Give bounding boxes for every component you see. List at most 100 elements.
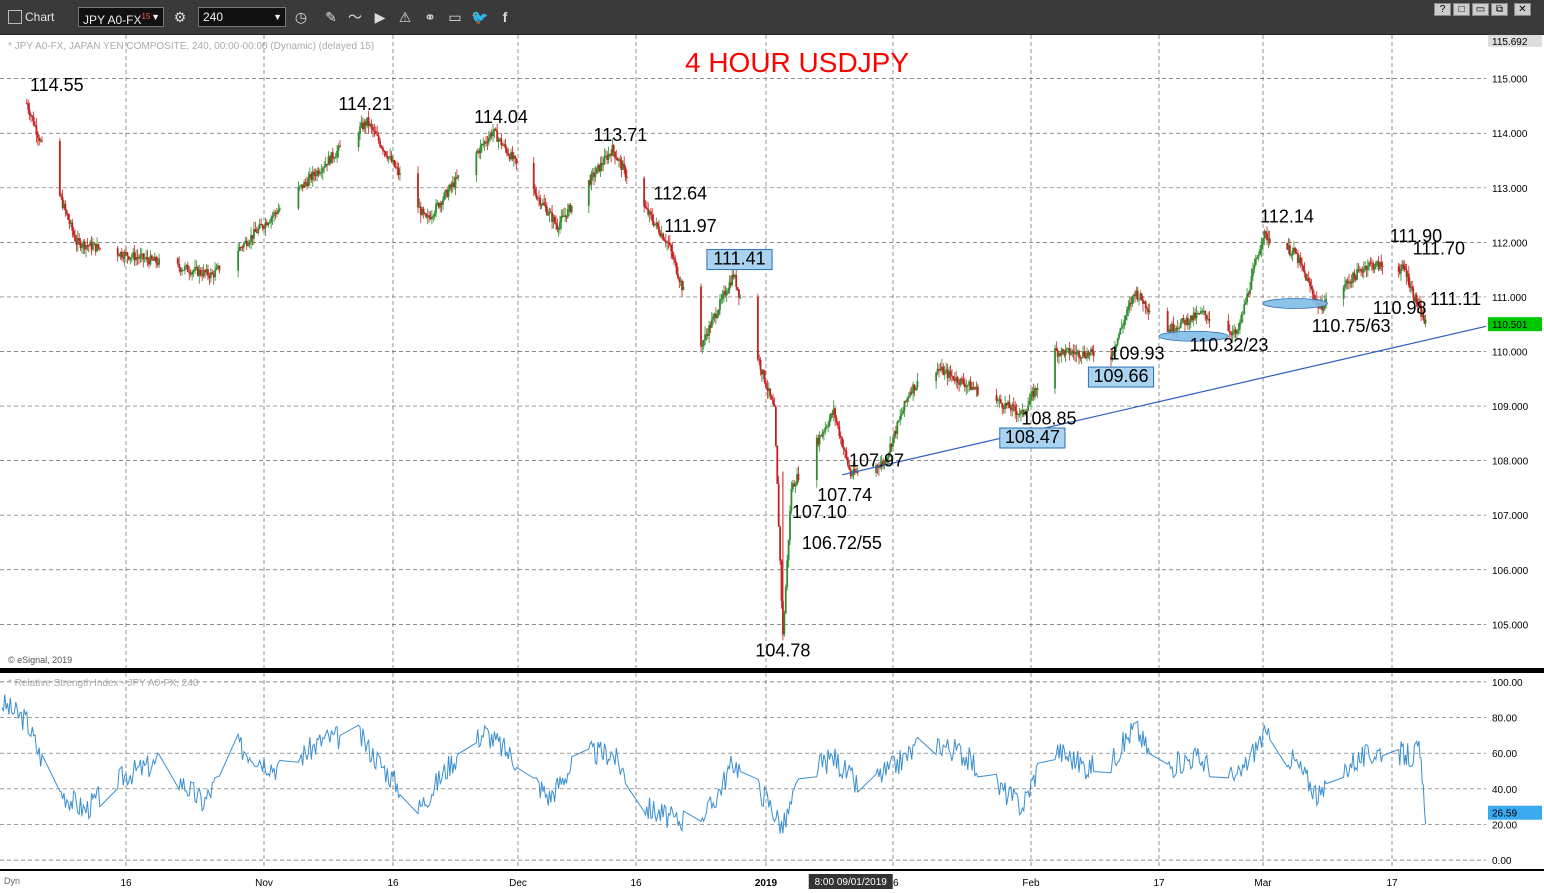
- candle-body: [1416, 304, 1419, 306]
- candle-body: [1233, 329, 1236, 332]
- clock-icon[interactable]: ◷: [294, 9, 308, 25]
- candle-body: [796, 474, 798, 485]
- candle-body: [1374, 262, 1377, 268]
- candle-body: [508, 155, 511, 160]
- candle-body: [1185, 317, 1188, 325]
- candle-body: [1022, 409, 1025, 414]
- maximize-button[interactable]: ⧉: [1491, 3, 1508, 16]
- minimize-button[interactable]: ▭: [1472, 3, 1489, 16]
- candle-body: [1404, 268, 1407, 270]
- help-button[interactable]: ?: [1434, 3, 1451, 16]
- candle-body: [387, 156, 390, 159]
- candle-body: [587, 180, 590, 206]
- close-button[interactable]: ✕: [1514, 3, 1531, 16]
- alert-icon[interactable]: ⚠: [398, 9, 412, 25]
- candle-body: [846, 457, 849, 466]
- candle-body: [1402, 264, 1405, 266]
- candle-body: [1377, 261, 1380, 270]
- candle-body: [830, 413, 832, 420]
- candle-body: [839, 436, 842, 438]
- pencil-icon[interactable]: ✎: [325, 9, 337, 25]
- rsi-line: [1, 694, 1427, 834]
- chart-window-icon: [8, 10, 22, 24]
- rsi-last-background: [1488, 805, 1542, 820]
- candle-body: [58, 140, 61, 196]
- link-icon[interactable]: ⚭: [424, 9, 436, 25]
- candle-body: [418, 206, 421, 208]
- candle-body: [198, 269, 201, 276]
- candle-body: [595, 167, 598, 174]
- candle-body: [265, 222, 268, 226]
- candle-body: [854, 468, 856, 473]
- candle-body: [654, 223, 656, 226]
- candle-body: [713, 313, 716, 317]
- candle-body: [1014, 406, 1017, 411]
- interval-input[interactable]: 240 ▼: [198, 7, 286, 27]
- candle-body: [759, 359, 762, 370]
- candle-body: [1325, 298, 1328, 303]
- last-price-background: [1488, 317, 1542, 332]
- candle-body: [1054, 348, 1056, 389]
- candle-body: [430, 216, 433, 219]
- candle-body: [89, 241, 92, 246]
- restore-button[interactable]: □: [1453, 3, 1470, 16]
- top-price-background: [1488, 34, 1542, 47]
- candle-body: [1127, 306, 1130, 310]
- play-icon[interactable]: ▶: [374, 9, 386, 25]
- annotation-label: 111.70: [1413, 239, 1465, 259]
- candle-body: [842, 446, 845, 450]
- facebook-icon[interactable]: f: [502, 9, 508, 25]
- candle-body: [146, 256, 149, 261]
- candle-body: [1249, 289, 1251, 295]
- candle-body: [1181, 318, 1184, 323]
- candle-body: [828, 419, 831, 426]
- wave-icon[interactable]: 〜: [348, 9, 362, 25]
- candle-body: [242, 243, 245, 248]
- candle-body: [1025, 410, 1028, 413]
- candle-body: [777, 483, 780, 527]
- candle-body: [1379, 262, 1381, 270]
- candle-body: [1079, 357, 1082, 359]
- candle-body: [68, 219, 71, 224]
- candle-body: [562, 215, 565, 217]
- candle-body: [1027, 404, 1030, 411]
- symbol-input[interactable]: JPY A0-FX15 ▼: [78, 7, 164, 27]
- candle-body: [619, 159, 622, 161]
- candle-body: [834, 408, 837, 419]
- candle-body: [606, 155, 609, 160]
- candle-body: [85, 245, 87, 250]
- candle-body: [716, 314, 719, 319]
- candle-body: [966, 385, 969, 387]
- candle-body: [952, 376, 955, 380]
- candle-body: [770, 395, 773, 400]
- candle-body: [1237, 329, 1240, 331]
- candle-body: [827, 425, 829, 427]
- candle-body: [1176, 327, 1179, 329]
- candle-body: [60, 195, 63, 198]
- candle-body: [939, 369, 942, 371]
- candle-body: [1411, 286, 1414, 289]
- candle-body: [1263, 231, 1266, 239]
- candle-body: [667, 241, 670, 244]
- candle-body: [1372, 263, 1375, 270]
- candle-body: [708, 325, 711, 336]
- candle-body: [39, 140, 42, 142]
- candle-body: [599, 162, 602, 172]
- candle-body: [140, 253, 143, 256]
- candle-body: [949, 371, 952, 376]
- candle-body: [1192, 312, 1195, 321]
- chart[interactable]: 114.55 114.21 114.04 113.71 112.64 111.97 111.…: [0, 34, 1544, 893]
- candle-body: [1253, 264, 1256, 270]
- candle-body: [499, 138, 501, 140]
- candle-body: [624, 167, 627, 177]
- twitter-icon[interactable]: 🐦: [471, 9, 489, 25]
- comment-icon[interactable]: ▭: [448, 9, 462, 25]
- candle-body: [880, 461, 883, 465]
- candle-body: [910, 391, 913, 394]
- annotation-box: [999, 427, 1066, 449]
- settings-icon[interactable]: ⚙: [173, 9, 187, 25]
- candle-body: [1257, 255, 1260, 257]
- candle-body: [704, 334, 706, 341]
- candle-body: [590, 173, 593, 185]
- candle-body: [329, 156, 331, 164]
